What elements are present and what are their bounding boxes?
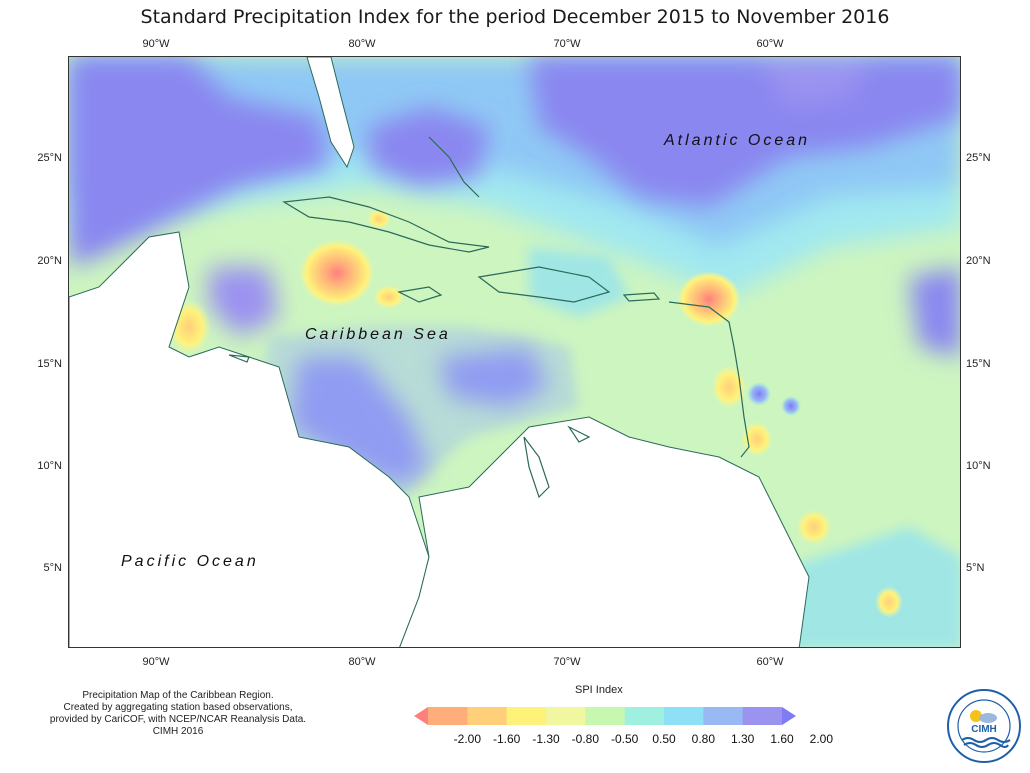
legend-label: -0.50 [610,732,639,746]
map-credits: Precipitation Map of the Caribbean Regio… [18,690,338,738]
map-title: Standard Precipitation Index for the per… [140,6,890,28]
legend-swatch [467,707,508,725]
legend-label: 1.60 [770,732,794,746]
legend-label: -1.30 [532,732,560,746]
legend-label: -2.00 [453,732,482,746]
atlantic-ocean-label: Atlantic Ocean [664,132,811,149]
land-no-data [69,57,810,647]
cimh-logo-svg: CIMH [947,689,1021,763]
spi-map [68,56,961,648]
legend-swatch [428,707,468,725]
lon-tick-top-60w: 60°W [756,38,784,50]
lon-tick-bottom-70w: 70°W [553,656,581,668]
credits-line-1: Precipitation Map of the Caribbean Regio… [82,690,274,701]
legend-swatch [585,707,626,725]
legend-swatch [703,707,744,725]
credits-line-3: provided by CariCOF, with NCEP/NCAR Rean… [49,714,307,725]
lat-tick-right-5n: 5°N [966,562,985,574]
legend-label: 0.80 [691,732,716,746]
lat-tick-right-20n: 20°N [966,255,991,267]
lat-tick-right-25n: 25°N [966,152,991,164]
island-outlines [228,136,750,499]
credits-line-4: CIMH 2016 [152,726,204,737]
lon-tick-top-80w: 80°W [348,38,376,50]
lon-tick-bottom-90w: 90°W [142,656,170,668]
legend-label: 1.30 [730,732,755,746]
legend-labels: -2.00 -1.60 -1.30 -0.80 -0.50 0.50 0.80 1.30 1.6… [414,732,833,748]
pacific-ocean-label: Pacific Ocean [121,553,259,570]
lat-tick-left-25n: 25°N [37,152,62,164]
lon-tick-top-70w: 70°W [553,38,581,50]
lat-tick-right-10n: 10°N [966,460,991,472]
legend-swatch [624,707,665,725]
legend-label: 0.50 [652,732,676,746]
legend-swatch [546,707,586,725]
lat-tick-left-20n: 20°N [37,255,62,267]
legend-swatch [664,707,704,725]
lat-tick-right-15n: 15°N [966,358,991,370]
credits-line-2: Created by aggregating station based obs… [63,702,293,713]
cimh-logo: CIMH [946,688,1022,769]
legend-swatch [742,707,783,725]
legend-colorbar-svg [414,707,796,725]
legend-colorbar [414,705,796,732]
lat-tick-left-15n: 15°N [37,358,62,370]
logo-text: CIMH [971,724,997,735]
lat-tick-left-5n: 5°N [43,562,62,574]
legend-swatch-above-max [782,707,796,725]
spi-map-canvas [69,57,960,647]
legend-title: SPI Index [575,684,623,696]
legend-label: 2.00 [809,732,834,746]
lon-tick-bottom-80w: 80°W [348,656,376,668]
sun-icon [970,710,982,722]
lon-tick-top-90w: 90°W [142,38,170,50]
lat-tick-left-10n: 10°N [37,460,62,472]
legend-label: -1.60 [492,732,521,746]
legend-swatch-below-min [414,707,428,725]
cloud-icon [979,713,997,723]
lon-tick-bottom-60w: 60°W [756,656,784,668]
legend-label: -0.80 [571,732,600,746]
legend-swatch [506,707,547,725]
caribbean-sea-label: Caribbean Sea [305,326,451,343]
